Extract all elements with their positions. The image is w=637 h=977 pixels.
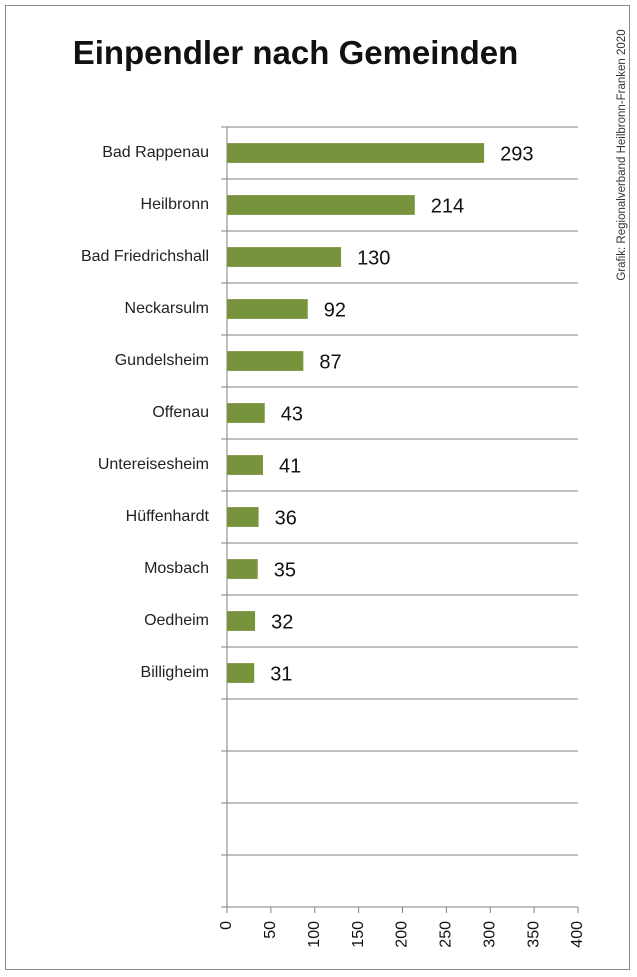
data-label: 87 — [319, 351, 341, 373]
data-label: 31 — [270, 663, 292, 685]
bar — [227, 559, 258, 579]
category-label: Oedheim — [144, 612, 209, 629]
x-tick-label: 100 — [306, 921, 323, 948]
category-label: Bad Friedrichshall — [81, 248, 209, 265]
data-label: 293 — [500, 143, 533, 165]
data-label: 32 — [271, 611, 293, 633]
data-label: 92 — [324, 299, 346, 321]
x-tick-label: 200 — [394, 921, 411, 948]
x-tick-label: 300 — [481, 921, 498, 948]
chart-frame — [5, 5, 630, 970]
data-label: 43 — [281, 403, 303, 425]
bar — [227, 143, 485, 163]
data-label: 35 — [274, 559, 296, 581]
chart-title: Einpendler nach Gemeinden — [72, 34, 519, 71]
data-label: 214 — [431, 195, 464, 217]
category-label: Untereisesheim — [98, 456, 209, 473]
category-label: Billigheim — [141, 664, 209, 681]
category-label: Neckarsulm — [125, 300, 209, 317]
x-tick-label: 150 — [350, 921, 367, 948]
category-label: Gundelsheim — [115, 352, 209, 369]
bar — [227, 403, 265, 423]
bar — [227, 195, 415, 215]
bar — [227, 507, 259, 527]
bar — [227, 351, 304, 371]
x-tick-label: 250 — [438, 921, 455, 948]
bar — [227, 663, 255, 683]
bar — [227, 299, 308, 319]
category-label: Offenau — [152, 404, 209, 421]
bar — [227, 611, 256, 631]
x-tick-label: 350 — [525, 921, 542, 948]
data-label: 130 — [357, 247, 390, 269]
bar — [227, 247, 342, 267]
x-tick-label: 400 — [569, 921, 586, 948]
x-tick-label: 50 — [262, 921, 279, 939]
category-label: Heilbronn — [141, 196, 209, 213]
data-label: 41 — [279, 455, 301, 477]
category-label: Hüffenhardt — [126, 508, 210, 525]
category-label: Bad Rappenau — [102, 144, 209, 161]
x-tick-label: 0 — [218, 921, 235, 930]
bar — [227, 455, 263, 475]
data-label: 36 — [275, 507, 297, 529]
category-label: Mosbach — [144, 560, 209, 577]
